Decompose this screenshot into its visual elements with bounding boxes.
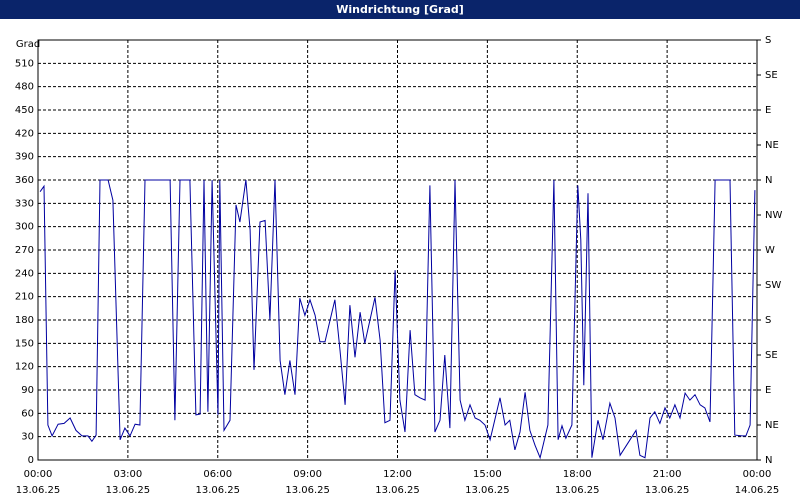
y-tick-label: 180 xyxy=(15,315,34,326)
x-tick-label: 00:00 xyxy=(24,469,53,480)
y-tick-label: 270 xyxy=(15,245,34,256)
data-line xyxy=(39,179,756,460)
y-tick-label: 150 xyxy=(15,338,34,349)
y-tick-label: 210 xyxy=(15,292,34,303)
x-tick-label: 18:00 xyxy=(563,469,592,480)
y-tick-label: 360 xyxy=(15,175,34,186)
y2-tick-label: E xyxy=(765,105,771,116)
x-tick-date: 13.06.25 xyxy=(465,485,510,496)
y2-tick-label: E xyxy=(765,385,771,396)
y-tick-label: 390 xyxy=(15,152,34,163)
y-tick-label: 240 xyxy=(15,268,34,279)
x-tick-date: 13.06.25 xyxy=(16,485,61,496)
y2-tick-label: SE xyxy=(765,350,778,361)
y-tick-label: 450 xyxy=(15,105,34,116)
x-tick-date: 13.06.25 xyxy=(285,485,330,496)
y2-tick-label: SE xyxy=(765,70,778,81)
x-tick-label: 21:00 xyxy=(653,469,682,480)
x-tick-label: 09:00 xyxy=(293,469,322,480)
x-tick-label: 03:00 xyxy=(113,469,142,480)
y2-tick-label: S xyxy=(765,315,771,326)
y-tick-label: 60 xyxy=(21,408,34,419)
y2-tick-label: NE xyxy=(765,420,779,431)
y2-tick-label: N xyxy=(765,455,772,466)
x-tick-label: 12:00 xyxy=(383,469,412,480)
y-tick-label: 30 xyxy=(21,432,34,443)
x-tick-date: 14.06.25 xyxy=(735,485,780,496)
x-tick-label: 00:00 xyxy=(743,469,772,480)
y-tick-label: 510 xyxy=(15,58,34,69)
x-tick-date: 13.06.25 xyxy=(375,485,420,496)
x-tick-date: 13.06.25 xyxy=(106,485,151,496)
y-tick-label: 90 xyxy=(21,385,34,396)
y-tick-label: 480 xyxy=(15,82,34,93)
y2-tick-label: SW xyxy=(765,280,781,291)
x-tick-date: 13.06.25 xyxy=(195,485,240,496)
y-tick-label: 300 xyxy=(15,222,34,233)
title-bar xyxy=(0,0,800,19)
y-tick-label: 0 xyxy=(28,455,34,466)
y2-tick-label: S xyxy=(765,35,771,46)
x-tick-label: 15:00 xyxy=(473,469,502,480)
y-tick-label: 420 xyxy=(15,128,34,139)
x-tick-date: 13.06.25 xyxy=(555,485,600,496)
y2-tick-label: N xyxy=(765,175,772,186)
y2-tick-label: W xyxy=(765,245,775,256)
x-tick-label: 06:00 xyxy=(203,469,232,480)
y-tick-label: 330 xyxy=(15,198,34,209)
y2-tick-label: NW xyxy=(765,210,782,221)
x-tick-date: 13.06.25 xyxy=(645,485,690,496)
chart-title: Windrichtung [Grad] xyxy=(336,3,464,16)
y-axis-label: Grad xyxy=(16,39,40,50)
y2-tick-label: NE xyxy=(765,140,779,151)
y-tick-label: 120 xyxy=(15,362,34,373)
